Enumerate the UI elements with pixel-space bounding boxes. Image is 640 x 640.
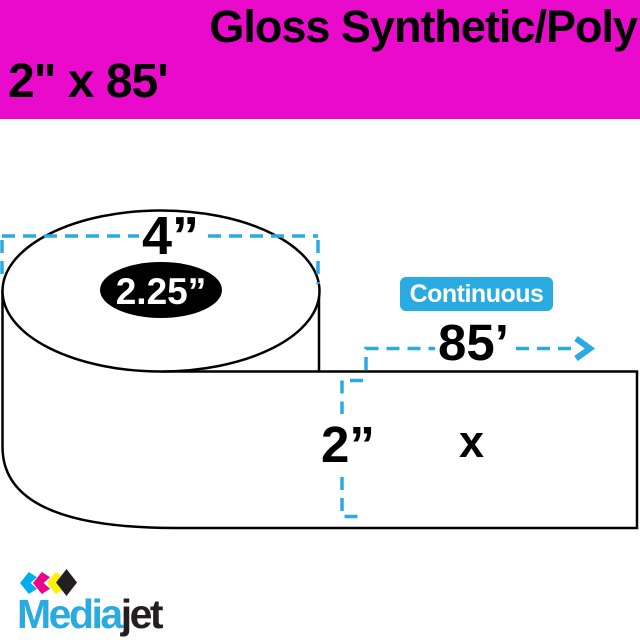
logo-diamond-marks <box>20 569 190 599</box>
dimension-lines <box>0 234 574 519</box>
roll-core-ellipse <box>100 262 222 318</box>
dim-2in-top <box>340 378 363 414</box>
logo-text-jet: jet <box>120 591 164 637</box>
header-banner: Gloss Synthetic/Poly 2" x 85' <box>0 0 640 119</box>
logo-text-media: Media <box>17 591 123 637</box>
logo-wordmark: Mediajet <box>17 591 164 637</box>
continuous-badge: Continuous <box>400 277 553 311</box>
core-diameter-label: 2.25” <box>115 271 207 312</box>
roll-and-strip-outline <box>1 290 639 530</box>
strip-width-label: 2” <box>321 416 375 473</box>
multiply-symbol: x <box>459 416 485 467</box>
roll-length-label: 85’ <box>438 314 509 371</box>
outer-diameter-label: 4” <box>142 206 200 266</box>
product-name: Gloss Synthetic/Poly <box>209 1 638 52</box>
arrow-right-icon <box>574 336 596 361</box>
dim-2in-bottom <box>340 477 363 519</box>
dim-85ft-line-left <box>364 346 435 370</box>
mediajet-logo: Mediajet <box>17 569 190 639</box>
black-diamond-icon <box>56 569 77 596</box>
product-size-label: 2" x 85' <box>8 55 169 108</box>
